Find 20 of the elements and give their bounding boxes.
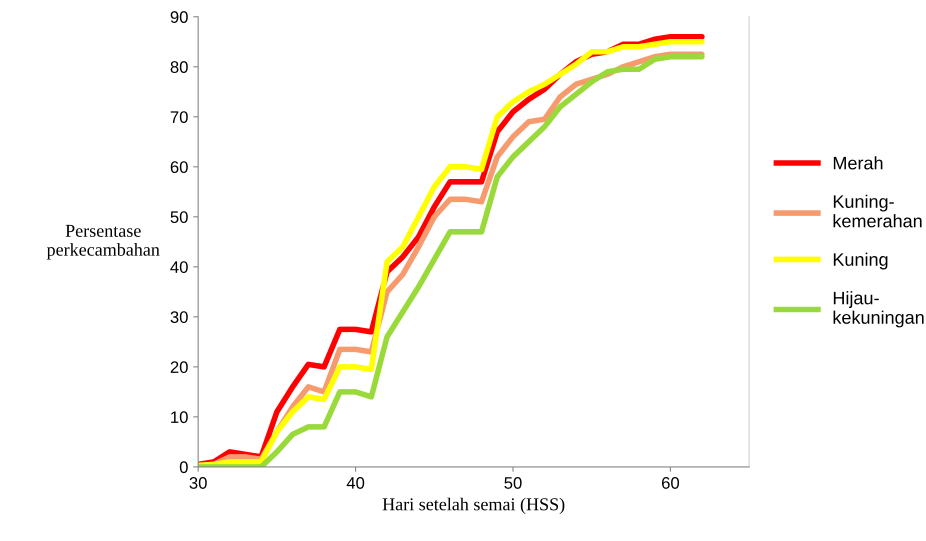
y-tick-label: 90 <box>170 11 188 23</box>
x-axis-title: Hari setelah semai (HSS) <box>382 498 564 514</box>
y-tick-label: 30 <box>170 311 188 324</box>
y-tick-label: 80 <box>170 61 188 73</box>
legend-label: Kuning- kemerahan <box>834 194 922 228</box>
legend-label: Kuning <box>834 252 888 270</box>
y-tick-label: 20 <box>170 361 188 374</box>
x-tick-label: 50 <box>504 477 522 489</box>
y-tick-label: 70 <box>170 111 188 123</box>
y-tick-label: 50 <box>170 211 188 224</box>
y-tick-label: 40 <box>170 261 188 274</box>
x-tick-label: 60 <box>662 477 680 489</box>
y-tick-label: 60 <box>170 161 188 174</box>
legend-label: Merah <box>834 156 882 170</box>
y-tick-label: 0 <box>180 461 188 474</box>
x-tick-label: 40 <box>346 477 364 489</box>
x-tick-label: 30 <box>190 477 207 489</box>
y-tick-label: 10 <box>171 411 188 424</box>
y-axis-title: Persentase perkecambahan <box>46 224 160 260</box>
legend-label: Hijau- kekuningan <box>834 291 924 328</box>
